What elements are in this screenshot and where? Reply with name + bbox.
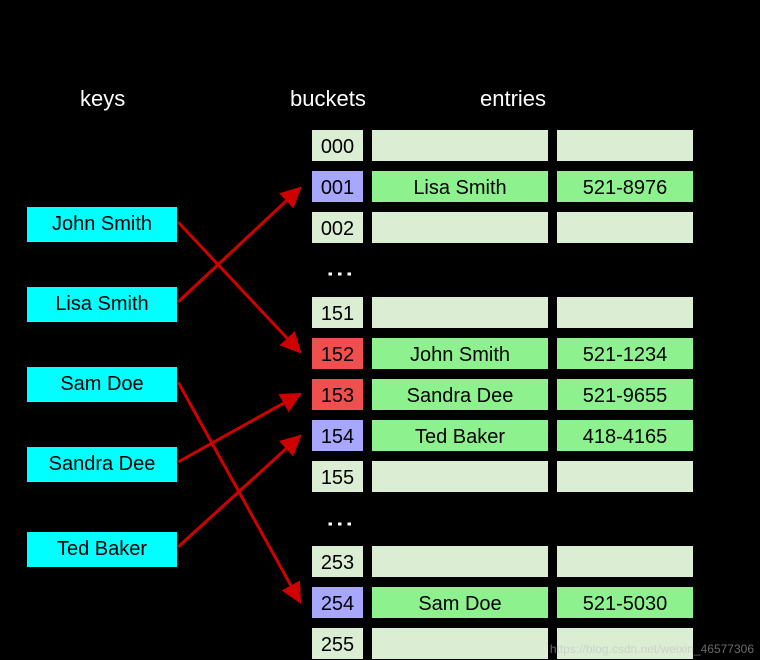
bucket-name	[370, 459, 550, 494]
bucket-name: Ted Baker	[370, 418, 550, 453]
bucket-name: Lisa Smith	[370, 169, 550, 204]
bucket-index: 002	[310, 210, 365, 245]
hash-arrow	[178, 436, 300, 547]
hash-table-diagram: keys buckets entries John Smith Lisa Smit…	[0, 0, 760, 660]
header-keys: keys	[80, 86, 125, 112]
header-entries: entries	[480, 86, 546, 112]
bucket-name	[370, 544, 550, 579]
bucket-phone	[555, 544, 695, 579]
bucket-name	[370, 626, 550, 660]
bucket-phone: 521-1234	[555, 336, 695, 371]
bucket-phone	[555, 210, 695, 245]
header-buckets: buckets	[290, 86, 366, 112]
bucket-index: 152	[310, 336, 365, 371]
bucket-index: 155	[310, 459, 365, 494]
bucket-phone: 418-4165	[555, 418, 695, 453]
key-box: Sam Doe	[25, 365, 179, 404]
bucket-index: 254	[310, 585, 365, 620]
bucket-name: Sam Doe	[370, 585, 550, 620]
key-box: Lisa Smith	[25, 285, 179, 324]
hash-arrow	[178, 222, 300, 352]
bucket-index: 151	[310, 295, 365, 330]
key-box: Ted Baker	[25, 530, 179, 569]
bucket-index: 000	[310, 128, 365, 163]
hash-arrow	[178, 382, 300, 602]
bucket-index: 153	[310, 377, 365, 412]
bucket-phone	[555, 128, 695, 163]
bucket-index: 255	[310, 626, 365, 660]
bucket-phone: 521-8976	[555, 169, 695, 204]
bucket-phone	[555, 295, 695, 330]
watermark: https://blog.csdn.net/weixin_46577306	[550, 642, 754, 656]
bucket-name: John Smith	[370, 336, 550, 371]
bucket-index: 154	[310, 418, 365, 453]
bucket-index: 001	[310, 169, 365, 204]
bucket-name: Sandra Dee	[370, 377, 550, 412]
bucket-index: 253	[310, 544, 365, 579]
ellipsis-dots: ⋮	[335, 260, 345, 288]
key-box: Sandra Dee	[25, 445, 179, 484]
hash-arrow	[178, 394, 300, 462]
key-box: John Smith	[25, 205, 179, 244]
bucket-name	[370, 128, 550, 163]
bucket-name	[370, 295, 550, 330]
bucket-phone	[555, 459, 695, 494]
bucket-name	[370, 210, 550, 245]
hash-arrow	[178, 188, 300, 302]
bucket-phone: 521-5030	[555, 585, 695, 620]
bucket-phone: 521-9655	[555, 377, 695, 412]
ellipsis-dots: ⋮	[335, 510, 345, 538]
